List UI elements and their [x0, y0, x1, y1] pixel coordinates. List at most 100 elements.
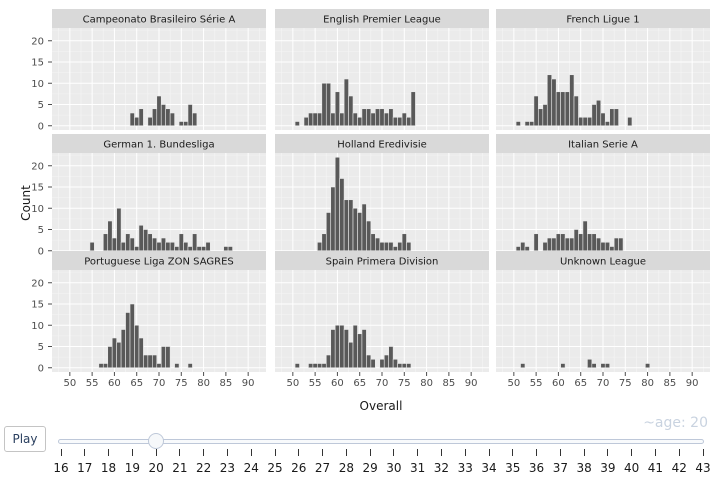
- play-button[interactable]: Play: [4, 426, 46, 452]
- facet-strip: [52, 134, 266, 153]
- histogram-bar: [160, 237, 166, 252]
- slider-step-label[interactable]: 22: [196, 461, 212, 475]
- histogram-bar: [125, 312, 131, 369]
- histogram-bar: [321, 233, 327, 252]
- histogram-bar: [555, 233, 561, 252]
- histogram-bar: [600, 363, 606, 369]
- histogram-bar: [321, 363, 327, 369]
- slider-step-label[interactable]: 39: [600, 461, 616, 475]
- facet-title: Spain Primera Division: [326, 257, 439, 268]
- slider-step-tick: [417, 449, 419, 456]
- slider-step-label[interactable]: 38: [576, 461, 592, 475]
- slider-step-label[interactable]: 21: [172, 461, 188, 475]
- histogram-bar: [357, 116, 363, 127]
- histogram-bar: [596, 237, 602, 252]
- slider-step-label[interactable]: 24: [243, 461, 259, 475]
- histogram-bar: [361, 108, 367, 127]
- slider-step-label[interactable]: 30: [386, 461, 402, 475]
- slider-step-label[interactable]: 37: [552, 461, 568, 475]
- histogram-bar: [578, 116, 584, 127]
- slider-step-label[interactable]: 18: [100, 461, 117, 475]
- slider-step-label[interactable]: 27: [314, 461, 331, 475]
- histogram-bar: [406, 241, 412, 252]
- age-slider-rail[interactable]: [58, 439, 704, 444]
- histogram-bar: [361, 329, 367, 369]
- histogram-bar: [533, 95, 539, 127]
- histogram-bar: [645, 363, 651, 369]
- histogram-bar: [312, 112, 318, 127]
- x-tick-label: 90: [242, 378, 255, 389]
- histogram-bar: [174, 246, 180, 252]
- histogram-bar: [392, 358, 398, 369]
- histogram-bar: [357, 333, 363, 369]
- histogram-bar: [560, 363, 566, 369]
- y-tick-label: 5: [38, 342, 44, 353]
- slider-step-tick: [393, 449, 395, 456]
- slider-step-label[interactable]: 23: [219, 461, 236, 475]
- slider-step-label[interactable]: 19: [124, 461, 140, 475]
- slider-step-label[interactable]: 20: [148, 461, 164, 475]
- slider-step-label[interactable]: 36: [528, 461, 545, 475]
- slider-step-label[interactable]: 41: [647, 461, 664, 475]
- age-slider-handle[interactable]: [148, 433, 165, 449]
- histogram-bar: [330, 186, 336, 252]
- histogram-bar: [388, 108, 394, 127]
- histogram-bar: [223, 246, 229, 252]
- histogram-bar: [600, 241, 606, 252]
- slider-step-label[interactable]: 43: [695, 461, 711, 475]
- x-tick-label: 75: [619, 378, 632, 389]
- histogram-bar: [613, 108, 619, 127]
- x-tick-label: 70: [376, 378, 389, 389]
- histogram-bar: [578, 233, 584, 252]
- histogram-bar: [312, 363, 318, 369]
- histogram-bar: [147, 233, 153, 252]
- histogram-bar: [165, 108, 171, 127]
- slider-step-label[interactable]: 31: [410, 461, 426, 475]
- slider-step-label[interactable]: 26: [291, 461, 307, 475]
- histogram-bar: [591, 363, 597, 369]
- histogram-bar: [401, 112, 407, 127]
- slider-step-label[interactable]: 16: [53, 461, 69, 475]
- slider-step-tick: [440, 449, 442, 456]
- slider-step-label[interactable]: 33: [457, 461, 473, 475]
- slider-step-label[interactable]: 28: [338, 461, 354, 475]
- histogram-bar: [138, 337, 144, 369]
- y-tick-label: 10: [31, 321, 44, 332]
- histogram-bar: [143, 229, 149, 252]
- slider-step-tick: [226, 449, 228, 456]
- slider-step-label[interactable]: 32: [433, 461, 450, 475]
- histogram-bar: [397, 116, 403, 127]
- histogram-bar: [303, 116, 309, 127]
- histogram-bar: [129, 237, 135, 252]
- histogram-bar: [406, 116, 412, 127]
- slider-step-label[interactable]: 35: [505, 461, 521, 475]
- slider-step-label[interactable]: 34: [481, 461, 497, 475]
- slider-step-label[interactable]: 25: [267, 461, 283, 475]
- histogram-bar: [183, 241, 189, 252]
- facet-panel: Unknown League 50 55 60 65 70 75 80 85 90: [496, 251, 710, 389]
- slider-step-label[interactable]: 40: [624, 461, 640, 475]
- histogram-bar: [294, 363, 300, 369]
- histogram-bar: [348, 341, 354, 369]
- slider-step-label[interactable]: 29: [362, 461, 378, 475]
- histogram-bar: [352, 207, 358, 252]
- facet-strip: [496, 134, 710, 153]
- slider-step-tick: [464, 449, 466, 456]
- histogram-bar: [183, 121, 189, 127]
- x-tick-label: 70: [153, 378, 166, 389]
- slider-step-label[interactable]: 42: [671, 461, 687, 475]
- facet-panel: English Premier League: [275, 9, 489, 130]
- histogram-bar: [560, 91, 566, 127]
- facet-title: Unknown League: [560, 257, 646, 268]
- histogram-bar: [618, 237, 624, 252]
- histogram-bar: [343, 329, 349, 369]
- histogram-bar: [591, 104, 597, 127]
- histogram-bar: [582, 220, 588, 252]
- histogram-bar: [334, 156, 340, 252]
- slider-step-label[interactable]: 17: [77, 461, 93, 475]
- facet-panel: Campeonato Brasileiro Série A 0 5 10 15 20: [31, 9, 266, 132]
- histogram-bar: [317, 241, 323, 252]
- x-axis-title: Overall: [360, 399, 403, 413]
- slider-step-tick: [583, 449, 585, 456]
- histogram-bar: [227, 246, 233, 252]
